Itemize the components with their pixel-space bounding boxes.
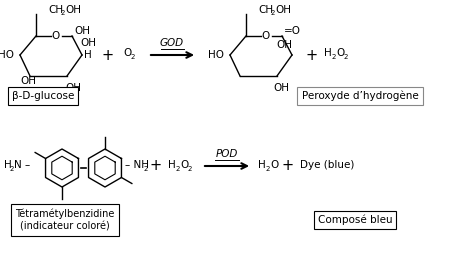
Text: 2: 2 [61,10,66,16]
Text: Peroxyde d’hydrogène: Peroxyde d’hydrogène [302,91,418,101]
Text: 2: 2 [271,10,275,16]
Text: OH: OH [65,83,81,93]
Text: O: O [123,48,131,58]
Text: OH: OH [20,76,36,86]
Text: N –: N – [14,160,30,170]
Text: 2: 2 [144,166,148,172]
Text: β-D-glucose: β-D-glucose [12,91,74,101]
Text: Tétramétylbenzidine
(indicateur coloré): Tétramétylbenzidine (indicateur coloré) [15,208,114,232]
Text: O: O [180,160,188,170]
Text: +: + [150,158,162,173]
Text: OH: OH [65,5,81,15]
Text: O: O [336,48,344,58]
Text: CH: CH [48,5,63,15]
Text: 2: 2 [266,166,270,172]
Text: 2: 2 [188,166,192,172]
Text: OH: OH [273,83,289,93]
Text: H: H [258,160,266,170]
Text: 2: 2 [131,54,136,60]
Text: =O: =O [284,26,301,36]
Text: 2: 2 [332,54,336,60]
Text: 2: 2 [176,166,180,172]
Text: POD: POD [216,149,238,159]
Text: Dye (blue): Dye (blue) [300,160,354,170]
Text: OH: OH [275,5,291,15]
Text: OH: OH [80,38,96,48]
Text: 2: 2 [10,166,14,172]
Text: HO: HO [208,50,224,60]
Text: 2: 2 [344,54,348,60]
Text: HO: HO [0,50,14,60]
Text: H: H [168,160,176,170]
Text: OH: OH [276,40,292,50]
Text: Composé bleu: Composé bleu [318,215,392,225]
Text: – NH: – NH [125,160,149,170]
Text: H: H [324,48,332,58]
Text: O: O [52,31,60,41]
Text: OH: OH [74,26,90,36]
Text: O: O [262,31,270,41]
Text: H: H [4,160,12,170]
Text: +: + [282,158,294,173]
Text: H: H [84,50,92,60]
Text: O: O [270,160,278,170]
Text: GOD: GOD [160,38,184,48]
Text: +: + [102,47,114,62]
Text: +: + [306,47,318,62]
Text: CH: CH [258,5,273,15]
